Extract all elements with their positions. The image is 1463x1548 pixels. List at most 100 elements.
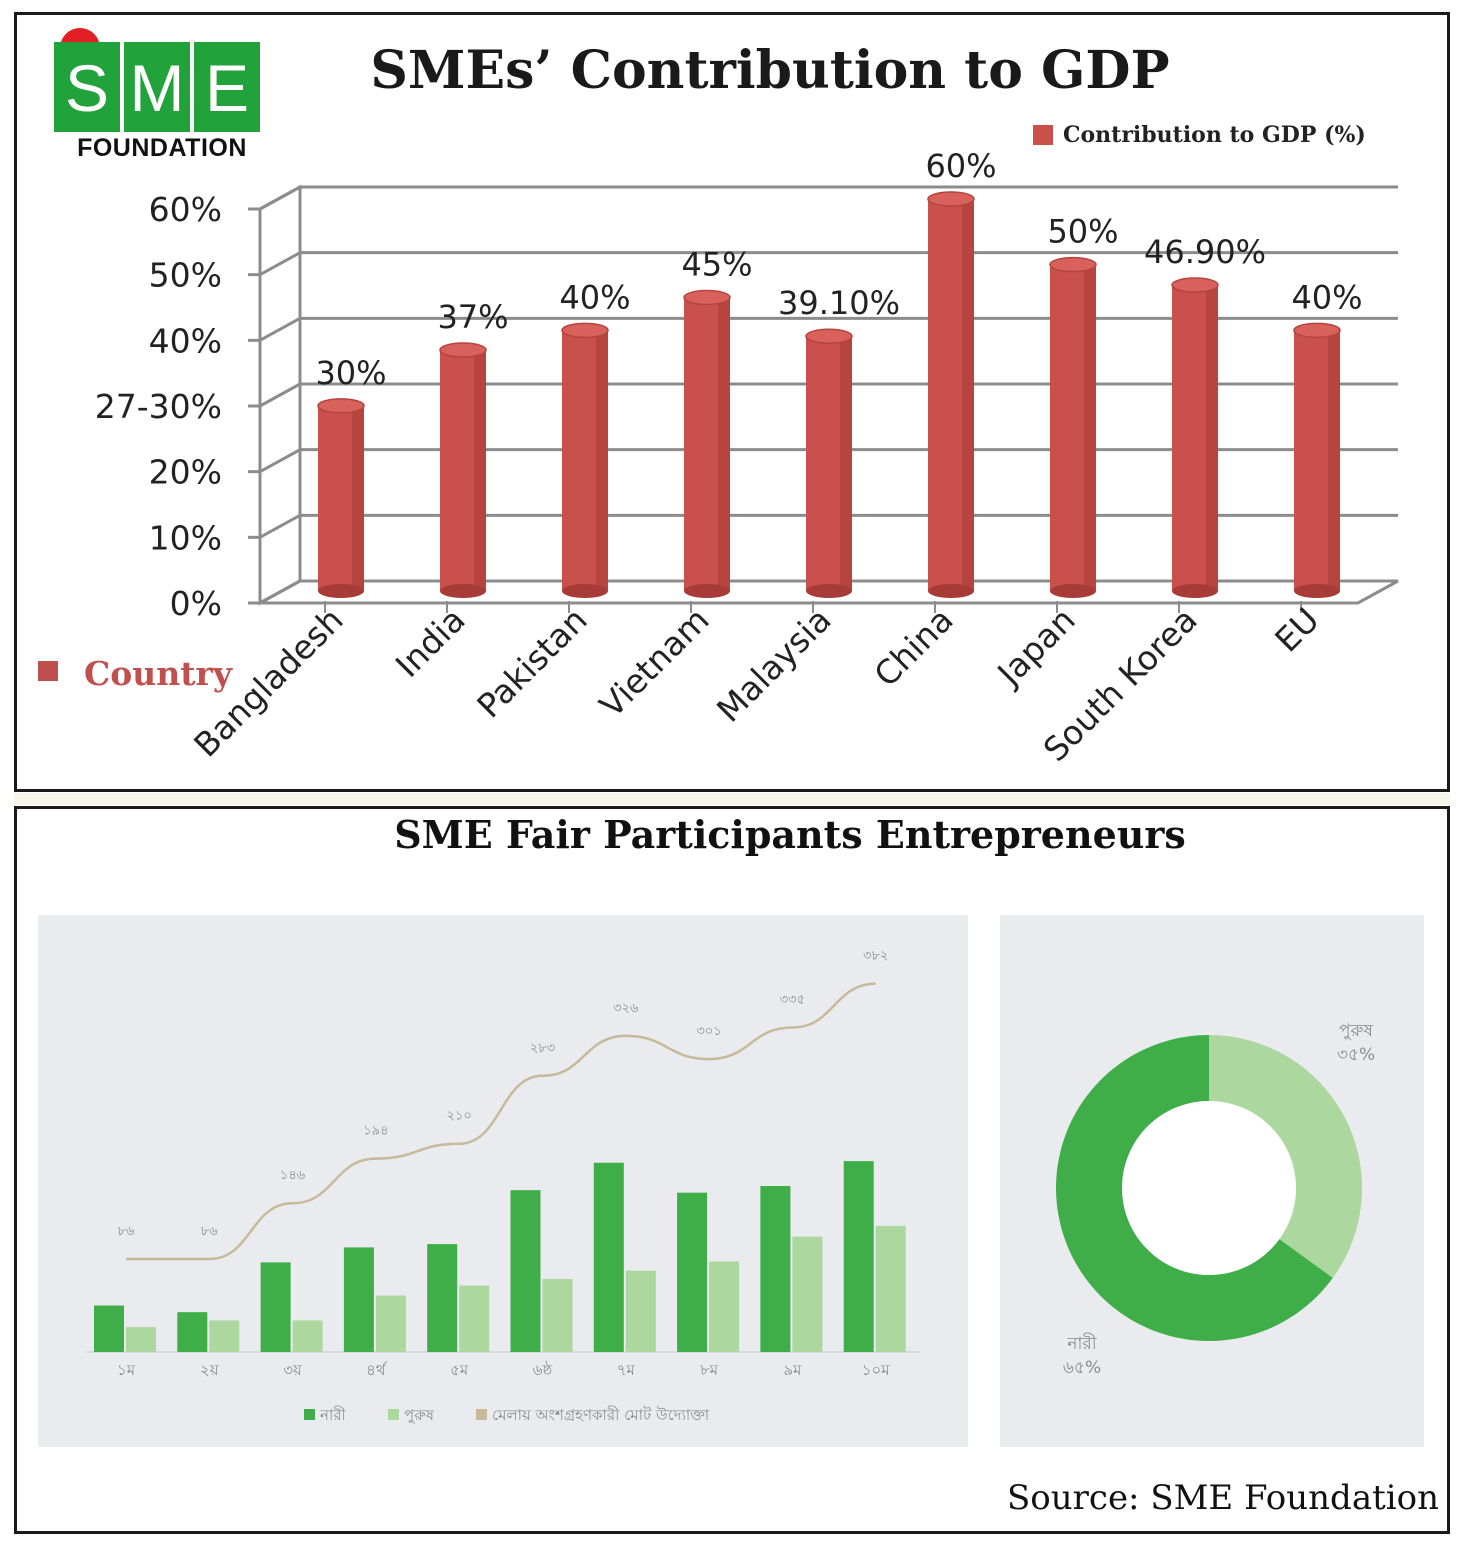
x-tick-label: China [866, 600, 960, 694]
line-value-label: ৩৩৫ [780, 992, 805, 1007]
bar-top [927, 191, 975, 207]
bar-top [317, 398, 365, 414]
legend-swatch-women [304, 1409, 315, 1420]
y-tick-label: 0% [170, 584, 222, 623]
line-value-label: ২১০ [447, 1109, 472, 1124]
gdp-bar [1171, 277, 1219, 598]
bar-value-label: 40% [559, 278, 630, 316]
bar-women [593, 1162, 624, 1352]
gdp-bar [805, 328, 853, 598]
x-tick-label: India [388, 600, 473, 685]
x-tick-label: ৪র্থ [366, 1361, 388, 1379]
gdp-bar [1049, 256, 1097, 598]
panel-divider [14, 793, 1450, 805]
grid-line-diagonal [259, 185, 301, 211]
legend-swatch-men [388, 1409, 399, 1420]
bar-base [1172, 584, 1218, 598]
x-tick-label: ৯ম [783, 1361, 802, 1379]
bar-base [440, 584, 486, 598]
gdp-bar [1293, 322, 1341, 598]
bar-shade [1206, 285, 1218, 591]
bar-men [126, 1327, 156, 1352]
gdp-bar [927, 191, 975, 598]
country-label: Country [84, 654, 233, 693]
line-value-label: ৮৬ [118, 1224, 135, 1239]
x-tick-label: Bangladesh [186, 600, 350, 764]
bar-value-label: 60% [925, 147, 996, 185]
bar-base [684, 584, 730, 598]
x-tick-label: ৮ম [700, 1361, 719, 1379]
gdp-bar [683, 289, 731, 598]
y-tick-label: 27-30% [95, 387, 222, 426]
x-tick-label: ৩য় [283, 1361, 303, 1379]
line-value-label: ৩২৬ [613, 1001, 639, 1016]
logo-letter-m: M [124, 42, 190, 132]
bar-shade [962, 199, 974, 591]
bar-top [805, 328, 853, 344]
legend-label-total: মেলায় অংশগ্রহণকারী মোট উদ্যোক্তা [492, 1406, 710, 1424]
bar-base [806, 584, 852, 598]
donut-hole [1122, 1101, 1296, 1275]
bar-top [439, 342, 487, 358]
line-value-label: ৩৮২ [863, 949, 888, 964]
grid-line-diagonal [259, 382, 301, 408]
bar-men [542, 1278, 573, 1352]
bar-top [561, 322, 609, 339]
donut-label-women: নারী [1066, 1333, 1097, 1354]
legend-swatch [1033, 125, 1053, 145]
bar-top [1049, 256, 1097, 273]
x-tick-label: ১ম [117, 1361, 136, 1379]
bar-value-label: 37% [437, 298, 508, 336]
bar-base [928, 584, 974, 598]
bar-men [875, 1225, 906, 1352]
bar-value-label: 39.10% [778, 284, 900, 322]
bar-base [1050, 584, 1096, 598]
bar-women [843, 1161, 874, 1352]
gdp-legend: Contribution to GDP (%) [1033, 122, 1366, 148]
country-axis-label: Country [38, 654, 232, 693]
x-tick-label: ১০ম [862, 1361, 890, 1379]
x-tick-label: ৬ষ্ঠ [533, 1361, 553, 1379]
grid-line-diagonal [259, 579, 301, 605]
bar-shade [1328, 330, 1340, 591]
donut-value-men: ৩৫% [1337, 1045, 1375, 1065]
bar-shade [596, 330, 608, 591]
logo-subtitle: FOUNDATION [77, 134, 247, 162]
legend-swatch-total [476, 1409, 487, 1420]
x-tick-label: Malaysia [709, 600, 839, 730]
bar-top [1293, 322, 1341, 339]
legend-label: Contribution to GDP (%) [1063, 122, 1366, 148]
bar-shade [352, 405, 364, 591]
line-value-label: ২৮৩ [530, 1041, 555, 1056]
legend-label-men: পুরুষ [404, 1406, 435, 1424]
gdp-bar [439, 342, 487, 598]
bar-men [792, 1236, 823, 1352]
bar-men [459, 1285, 490, 1352]
x-tick-label: Japan [989, 600, 1083, 694]
sme-foundation-logo: S M E FOUNDATION [52, 24, 272, 164]
bar-women [677, 1192, 708, 1352]
bar-value-label: 46.90% [1144, 233, 1266, 271]
x-tick-label: ৫ম [450, 1361, 469, 1379]
legend-label-women: নারী [319, 1406, 347, 1424]
x-tick-label: Vietnam [592, 600, 717, 725]
bar-top [1171, 277, 1219, 293]
bar-shade [840, 336, 852, 591]
gdp-bar [561, 322, 609, 598]
x-tick-label: Pakistan [469, 600, 594, 725]
y-tick-label: 20% [149, 453, 222, 492]
grid-line-diagonal [259, 317, 301, 342]
y-tick-label: 60% [149, 190, 222, 229]
y-tick-label: 10% [149, 518, 222, 557]
fair-donut-card: পুরুষ ৩৫% নারী ৬৫% [1000, 915, 1424, 1447]
grid-line-diagonal [259, 251, 301, 276]
bar-base [562, 584, 608, 598]
bar-men [209, 1320, 240, 1352]
bar-shade [474, 350, 486, 591]
bar-women [94, 1305, 124, 1352]
donut-value-women: ৬৫% [1063, 1358, 1101, 1378]
fair-bar-card: ১ম ২য় ৩য় ৪র্থ ৫ম ৬ষ্ঠ ৭ম ৮ম ৯ম ১০ম ৮৬ ৮৬ ১৪৬ ১৯৪ ২১০… [38, 915, 968, 1447]
bar-men [375, 1295, 406, 1352]
y-tick-label: 50% [149, 256, 222, 295]
bar-women [760, 1186, 791, 1352]
